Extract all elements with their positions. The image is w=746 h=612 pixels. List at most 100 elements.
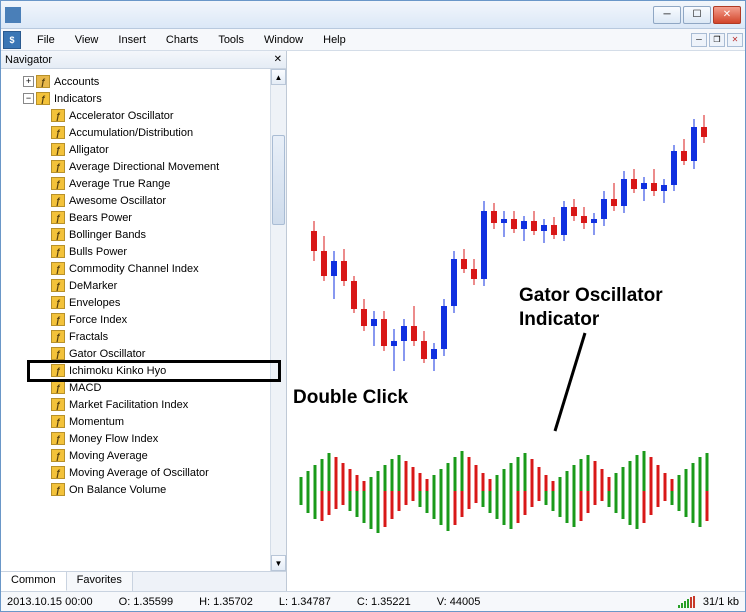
tree-item[interactable]: ƒCommodity Channel Index xyxy=(5,260,270,277)
status-high: H: 1.35702 xyxy=(199,596,253,608)
app-logo-icon: $ xyxy=(3,31,21,49)
indicator-icon: ƒ xyxy=(36,75,50,88)
workspace: Navigator ✕ +ƒAccounts−ƒIndicatorsƒAccel… xyxy=(1,51,745,591)
scroll-up-icon[interactable]: ▲ xyxy=(271,69,286,85)
tree-item[interactable]: ƒMomentum xyxy=(5,413,270,430)
status-close: C: 1.35221 xyxy=(357,596,411,608)
annotation-gator-2: Indicator xyxy=(519,309,599,331)
connection-bars-icon xyxy=(678,596,695,608)
indicator-icon: ƒ xyxy=(51,126,65,139)
tree-item[interactable]: ƒBears Power xyxy=(5,209,270,226)
tree-label: Accumulation/Distribution xyxy=(69,127,193,139)
tree-item[interactable]: ƒ Force Index xyxy=(5,311,270,328)
tree-item[interactable]: ƒMoving Average of Oscillator xyxy=(5,464,270,481)
indicator-icon: ƒ xyxy=(51,228,65,241)
tree-item[interactable]: −ƒIndicators xyxy=(5,90,270,107)
status-open: O: 1.35599 xyxy=(119,596,173,608)
tree-item[interactable]: ƒ MACD xyxy=(5,379,270,396)
window-controls: ─ ☐ ✕ xyxy=(653,6,741,24)
maximize-button[interactable]: ☐ xyxy=(683,6,711,24)
annotation-gator-1: Gator Oscillator xyxy=(519,285,663,307)
tree-item[interactable]: ƒBollinger Bands xyxy=(5,226,270,243)
tree-label: Force Index xyxy=(69,314,127,326)
menu-insert[interactable]: Insert xyxy=(108,32,156,48)
tree-item[interactable]: ƒ Alligator xyxy=(5,141,270,158)
expand-icon[interactable]: + xyxy=(23,76,34,87)
tree-item[interactable]: ƒEnvelopes xyxy=(5,294,270,311)
navigator-panel: Navigator ✕ +ƒAccounts−ƒIndicatorsƒAccel… xyxy=(1,51,287,591)
menu-charts[interactable]: Charts xyxy=(156,32,208,48)
tree-label: Indicators xyxy=(54,93,102,105)
tree-item[interactable]: ƒAverage True Range xyxy=(5,175,270,192)
indicator-icon: ƒ xyxy=(51,483,65,496)
tree-item[interactable]: ƒ Accumulation/Distribution xyxy=(5,124,270,141)
indicator-icon: ƒ xyxy=(51,381,65,394)
tree-label: Commodity Channel Index xyxy=(69,263,199,275)
tab-common[interactable]: Common xyxy=(1,572,67,591)
tree-label: Average True Range xyxy=(69,178,170,190)
tree-label: Fractals xyxy=(69,331,108,343)
tree-label: Moving Average xyxy=(69,450,148,462)
tree-label: MACD xyxy=(69,382,101,394)
tree-item[interactable]: ƒ Gator Oscillator xyxy=(5,345,270,362)
menu-window[interactable]: Window xyxy=(254,32,313,48)
tree-item[interactable]: ƒAwesome Oscillator xyxy=(5,192,270,209)
indicator-icon: ƒ xyxy=(51,245,65,258)
tree-item[interactable]: ƒMarket Facilitation Index xyxy=(5,396,270,413)
tree-label: Alligator xyxy=(69,144,109,156)
tree-label: Awesome Oscillator xyxy=(69,195,166,207)
close-button[interactable]: ✕ xyxy=(713,6,741,24)
menu-view[interactable]: View xyxy=(65,32,109,48)
tree-item[interactable]: ƒIchimoku Kinko Hyo xyxy=(5,362,270,379)
app-icon xyxy=(5,7,21,23)
tree-item[interactable]: ƒDeMarker xyxy=(5,277,270,294)
scroll-thumb[interactable] xyxy=(272,135,285,225)
tree-item[interactable]: ƒ Accelerator Oscillator xyxy=(5,107,270,124)
menu-help[interactable]: Help xyxy=(313,32,356,48)
indicator-icon: ƒ xyxy=(51,296,65,309)
menu-file[interactable]: File xyxy=(27,32,65,48)
chart-area[interactable]: Double Click Gator Oscillator Indicator xyxy=(287,51,745,591)
tree-item[interactable]: ƒFractals xyxy=(5,328,270,345)
navigator-tree[interactable]: +ƒAccounts−ƒIndicatorsƒAccelerator Oscil… xyxy=(1,69,270,571)
tree-label: DeMarker xyxy=(69,280,117,292)
chart-svg xyxy=(287,51,746,591)
tab-favorites[interactable]: Favorites xyxy=(67,572,133,591)
navigator-close-icon[interactable]: ✕ xyxy=(274,54,282,65)
tree-item[interactable]: ƒAverage Directional Movement xyxy=(5,158,270,175)
tree-label: Market Facilitation Index xyxy=(69,399,188,411)
expand-icon[interactable]: − xyxy=(23,93,34,104)
tree-item[interactable]: +ƒAccounts xyxy=(5,73,270,90)
indicator-icon: ƒ xyxy=(51,313,65,326)
mdi-minimize-button[interactable]: ─ xyxy=(691,33,707,47)
navigator-title: Navigator xyxy=(5,54,52,66)
tree-item[interactable]: ƒ Bulls Power xyxy=(5,243,270,260)
tree-item[interactable]: ƒOn Balance Volume xyxy=(5,481,270,498)
tree-label: Money Flow Index xyxy=(69,433,158,445)
mdi-close-button[interactable]: ✕ xyxy=(727,33,743,47)
indicator-icon: ƒ xyxy=(51,143,65,156)
menu-tools[interactable]: Tools xyxy=(208,32,254,48)
navigator-scrollbar[interactable]: ▲ ▼ xyxy=(270,69,286,571)
indicator-icon: ƒ xyxy=(51,109,65,122)
mdi-restore-button[interactable]: ❐ xyxy=(709,33,725,47)
status-date: 2013.10.15 00:00 xyxy=(7,596,93,608)
tree-label: Accelerator Oscillator xyxy=(69,110,174,122)
tree-label: Average Directional Movement xyxy=(69,161,219,173)
indicator-icon: ƒ xyxy=(51,347,65,360)
status-volume: V: 44005 xyxy=(437,596,481,608)
scroll-track[interactable] xyxy=(271,85,286,555)
tree-label: Bulls Power xyxy=(69,246,127,258)
statusbar: 2013.10.15 00:00 O: 1.35599 H: 1.35702 L… xyxy=(1,591,745,611)
scroll-down-icon[interactable]: ▼ xyxy=(271,555,286,571)
tree-item[interactable]: ƒMoney Flow Index xyxy=(5,430,270,447)
navigator-tabs: Common Favorites xyxy=(1,571,286,591)
indicator-icon: ƒ xyxy=(51,449,65,462)
indicator-icon: ƒ xyxy=(51,415,65,428)
status-low: L: 1.34787 xyxy=(279,596,331,608)
tree-label: Ichimoku Kinko Hyo xyxy=(69,365,166,377)
minimize-button[interactable]: ─ xyxy=(653,6,681,24)
indicator-icon: ƒ xyxy=(51,211,65,224)
tree-item[interactable]: ƒ Moving Average xyxy=(5,447,270,464)
tree-label: Gator Oscillator xyxy=(69,348,145,360)
